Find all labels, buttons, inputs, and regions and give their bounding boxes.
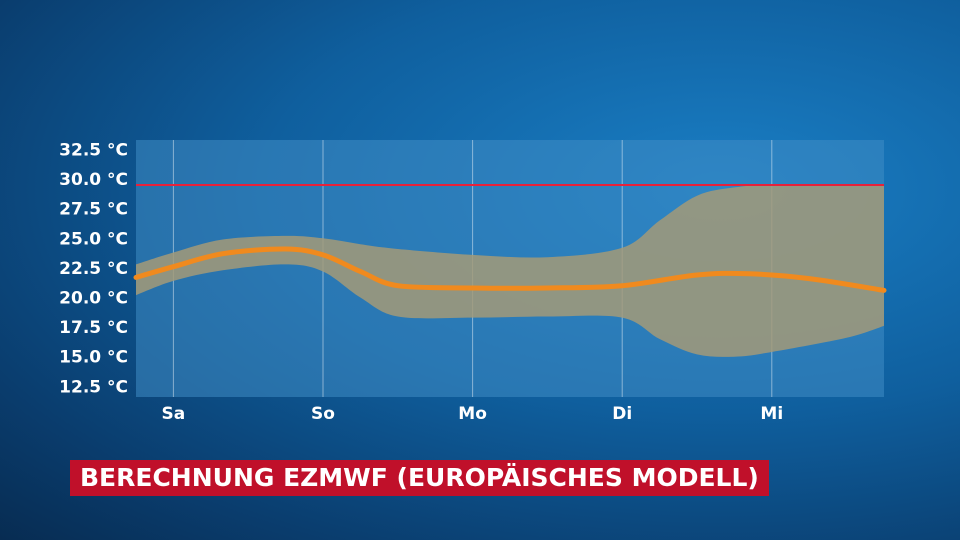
- x-tick-label-di: Di: [612, 404, 632, 424]
- ensemble-spread-band: [136, 184, 884, 357]
- y-tick-label: 12.5 °C: [59, 377, 128, 397]
- y-tick-label: 30.0 °C: [59, 170, 128, 190]
- model-caption: BERECHNUNG EZMWF (EUROPÄISCHES MODELL): [70, 460, 769, 496]
- y-tick-label: 20.0 °C: [59, 289, 128, 309]
- y-tick-label: 25.0 °C: [59, 229, 128, 249]
- x-tick-label-mi: Mi: [760, 404, 783, 424]
- x-axis-ticks: Sa So Mo Di Mi: [162, 404, 784, 424]
- x-tick-label-mo: Mo: [458, 404, 487, 424]
- y-tick-label: 27.5 °C: [59, 200, 128, 220]
- y-tick-label: 32.5 °C: [59, 140, 128, 160]
- x-tick-label-so: So: [311, 404, 335, 424]
- y-tick-label: 17.5 °C: [59, 318, 128, 338]
- x-tick-label-sa: Sa: [162, 404, 186, 424]
- y-tick-label: 22.5 °C: [59, 259, 128, 279]
- y-tick-label: 15.0 °C: [59, 348, 128, 368]
- median-temperature-line: [133, 246, 887, 293]
- y-axis-ticks: 12.5 °C 15.0 °C 17.5 °C 20.0 °C 22.5 °C 25.0 …: [59, 140, 128, 397]
